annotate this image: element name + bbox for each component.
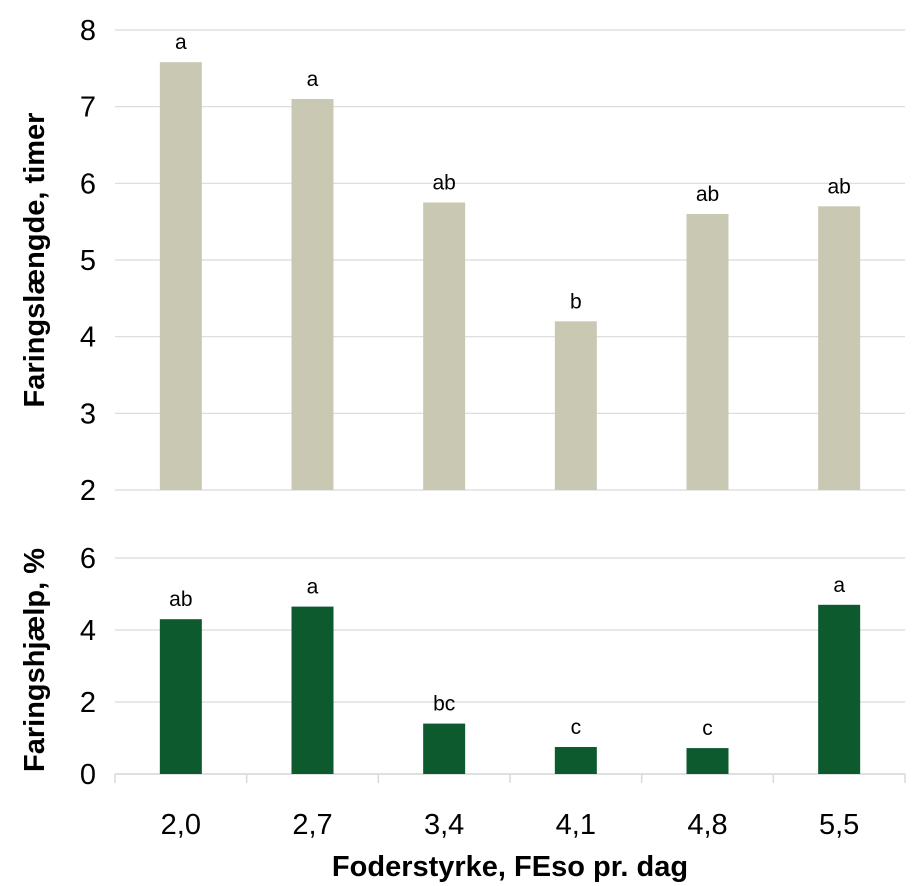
y-tick-label-p0-2: 4 <box>80 322 96 354</box>
bar-p0-3 <box>554 321 597 490</box>
x-tick-label-1: 2,7 <box>292 809 332 841</box>
y-tick-label-p0-6: 8 <box>80 15 96 47</box>
x-tick-label-4: 4,8 <box>687 809 727 841</box>
bar-p0-4 <box>686 214 729 490</box>
bar-p1-1 <box>291 606 334 774</box>
data-label-p1-5: a <box>833 574 845 597</box>
data-label-p1-3: c <box>571 716 582 739</box>
axis-ticks: 2 3 4 5 6 7 8 0 2 4 6 2,0 2,7 3,4 4,1 4,8 5,5 <box>80 15 859 841</box>
bar-p1-5 <box>818 604 861 774</box>
x-axis-title: Foderstyrke, FEso pr. dag <box>332 851 688 883</box>
data-label-p0-3: b <box>570 290 582 313</box>
y-axis-title-top: Faringslængde, timer <box>19 113 51 408</box>
y-tick-label-p0-0: 2 <box>80 475 96 507</box>
data-label-p1-4: c <box>702 717 713 740</box>
y-tick-label-p0-1: 3 <box>80 398 96 430</box>
bar-p1-3 <box>554 747 597 774</box>
bar-p0-1 <box>291 99 334 490</box>
x-tick-label-2: 3,4 <box>424 809 464 841</box>
data-label-p0-4: ab <box>696 183 719 206</box>
data-label-p1-0: ab <box>169 588 192 611</box>
bar-p1-0 <box>159 619 202 774</box>
data-labels: a a ab b ab ab ab a bc c c a <box>169 31 851 740</box>
y-tick-label-p0-3: 5 <box>80 245 96 277</box>
data-label-p1-1: a <box>307 576 319 599</box>
data-label-p0-0: a <box>175 31 187 54</box>
bar-p0-5 <box>818 206 861 491</box>
bar-p1-2 <box>423 723 466 774</box>
y-tick-label-p0-4: 6 <box>80 168 96 200</box>
y-tick-label-p1-3: 6 <box>80 543 96 575</box>
x-tick-label-0: 2,0 <box>161 809 201 841</box>
y-tick-label-p0-5: 7 <box>80 92 96 124</box>
x-tick-label-3: 4,1 <box>556 809 596 841</box>
data-label-p1-2: bc <box>433 693 455 716</box>
grid-lines <box>114 29 906 783</box>
bar-p0-0 <box>159 62 202 490</box>
y-tick-label-p1-0: 0 <box>80 759 96 791</box>
y-tick-label-p1-1: 2 <box>80 687 96 719</box>
bars <box>159 62 861 774</box>
y-axis-title-bottom: Faringshjælp, % <box>19 548 51 772</box>
bar-p0-2 <box>423 202 466 490</box>
x-tick-label-5: 5,5 <box>819 809 859 841</box>
bar-p1-4 <box>686 748 729 774</box>
data-label-p0-2: ab <box>432 172 455 195</box>
data-label-p0-5: ab <box>827 175 850 198</box>
y-tick-label-p1-2: 4 <box>80 615 96 647</box>
data-label-p0-1: a <box>307 68 319 91</box>
